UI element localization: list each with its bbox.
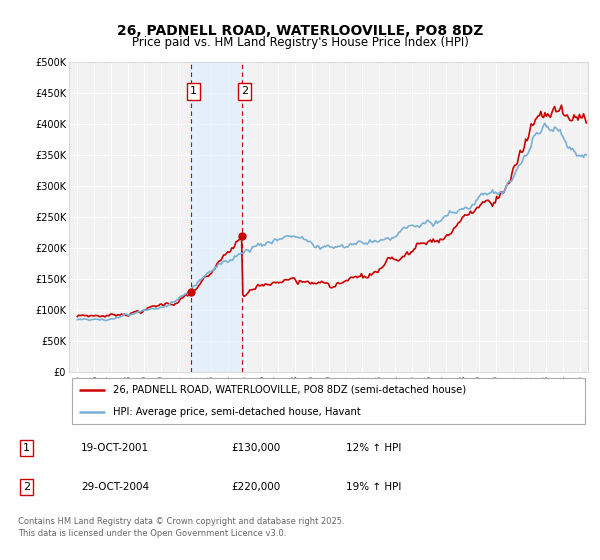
Text: 19-OCT-2001: 19-OCT-2001 [81,443,149,453]
Text: 12% ↑ HPI: 12% ↑ HPI [346,443,401,453]
Text: Price paid vs. HM Land Registry's House Price Index (HPI): Price paid vs. HM Land Registry's House … [131,36,469,49]
Bar [191,62,242,372]
Text: 2: 2 [23,482,30,492]
Text: 2: 2 [241,86,248,96]
Text: 19% ↑ HPI: 19% ↑ HPI [346,482,401,492]
Text: £130,000: £130,000 [231,443,280,453]
Text: 26, PADNELL ROAD, WATERLOOVILLE, PO8 8DZ (semi-detached house): 26, PADNELL ROAD, WATERLOOVILLE, PO8 8DZ… [113,385,466,395]
Text: 26, PADNELL ROAD, WATERLOOVILLE, PO8 8DZ: 26, PADNELL ROAD, WATERLOOVILLE, PO8 8DZ [117,24,483,38]
Text: HPI: Average price, semi-detached house, Havant: HPI: Average price, semi-detached house,… [113,407,361,417]
Text: 29-OCT-2004: 29-OCT-2004 [81,482,149,492]
Text: 1: 1 [190,86,197,96]
Text: 1: 1 [23,443,30,453]
Text: Contains HM Land Registry data © Crown copyright and database right 2025.
This d: Contains HM Land Registry data © Crown c… [18,517,344,538]
FancyBboxPatch shape [71,379,586,423]
Text: £220,000: £220,000 [231,482,280,492]
